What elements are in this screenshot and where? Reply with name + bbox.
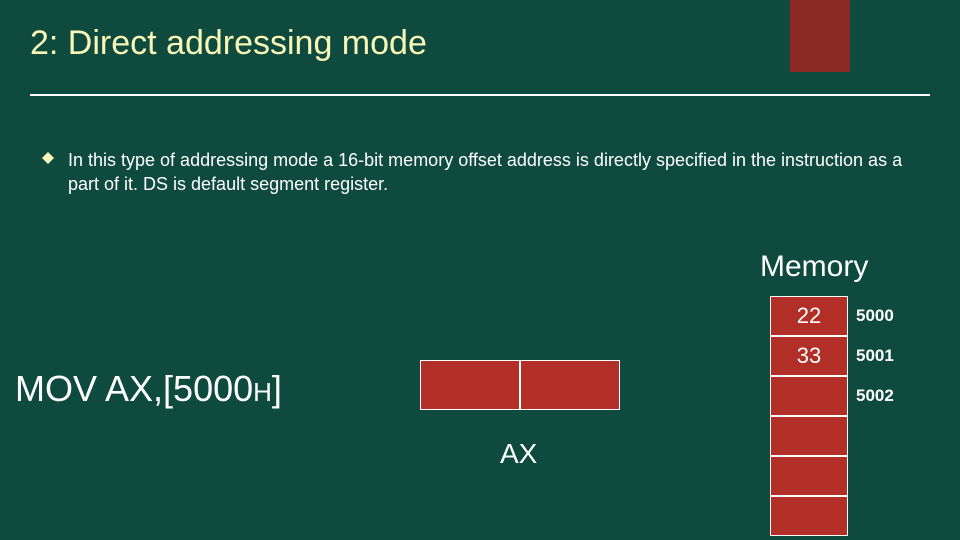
bullet-text: In this type of addressing mode a 16-bit… [68, 148, 912, 197]
instruction-prefix: MOV AX,[5000 [15, 368, 253, 409]
memory-row: 5002 [770, 376, 908, 416]
memory-cell [770, 456, 848, 496]
memory-address [848, 456, 908, 496]
memory-table: 22 5000 33 5001 5002 [770, 296, 908, 536]
memory-cell [770, 416, 848, 456]
memory-row [770, 456, 908, 496]
memory-cell [770, 496, 848, 536]
memory-address [848, 496, 908, 536]
memory-address [848, 416, 908, 456]
memory-row: 33 5001 [770, 336, 908, 376]
slide-title: 2: Direct addressing mode [30, 24, 427, 63]
memory-row: 22 5000 [770, 296, 908, 336]
diamond-icon [42, 151, 54, 169]
ax-register-box [420, 360, 620, 410]
ax-low-byte [520, 360, 620, 410]
memory-address: 5001 [848, 336, 908, 376]
memory-row [770, 416, 908, 456]
ax-label: AX [500, 438, 537, 470]
memory-row [770, 496, 908, 536]
memory-cell [770, 376, 848, 416]
ax-high-byte [420, 360, 520, 410]
memory-cell: 33 [770, 336, 848, 376]
bullet-item: In this type of addressing mode a 16-bit… [42, 148, 912, 197]
title-rule [30, 94, 930, 96]
accent-block [790, 0, 850, 72]
memory-address: 5002 [848, 376, 908, 416]
instruction-suffix: ] [272, 368, 282, 409]
instruction-text: MOV AX,[5000H] [15, 368, 282, 410]
memory-cell: 22 [770, 296, 848, 336]
instruction-subscript: H [253, 377, 272, 407]
memory-heading: Memory [760, 250, 868, 284]
memory-address: 5000 [848, 296, 908, 336]
